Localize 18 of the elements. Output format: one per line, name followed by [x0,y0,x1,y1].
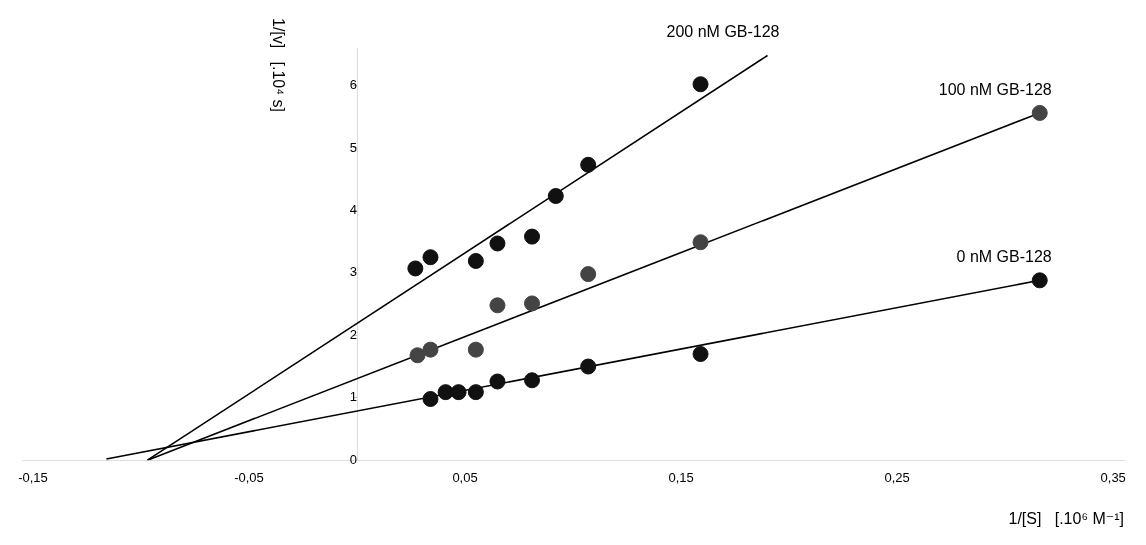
series-label: 0 nM GB-128 [956,248,1052,266]
y-tick-label: 2 [349,326,358,342]
y-tick-label: 4 [349,201,358,217]
y-tick-label: 0 [349,451,358,467]
y-tick-label: 6 [349,77,358,93]
series-label: 200 nM GB-128 [666,23,780,41]
x-tick-label: 0,05 [452,469,478,485]
series-label: 100 nM GB-128 [938,80,1052,98]
x-tick-label: 0,25 [884,469,910,485]
x-tick-label: -0,15 [18,469,48,485]
x-axis-title: 1/[S] [.10⁶ M⁻¹] [1008,509,1124,527]
x-tick-label: 0,15 [668,469,694,485]
y-tick-label: 3 [349,264,358,280]
x-tick-label: -0,05 [234,469,264,485]
y-tick-label: 1 [349,389,358,405]
y-axis-title: 1/[v] [.10⁴ s] [269,18,287,113]
x-tick-label: 0,35 [1100,469,1126,485]
y-tick-label: 5 [349,139,358,155]
